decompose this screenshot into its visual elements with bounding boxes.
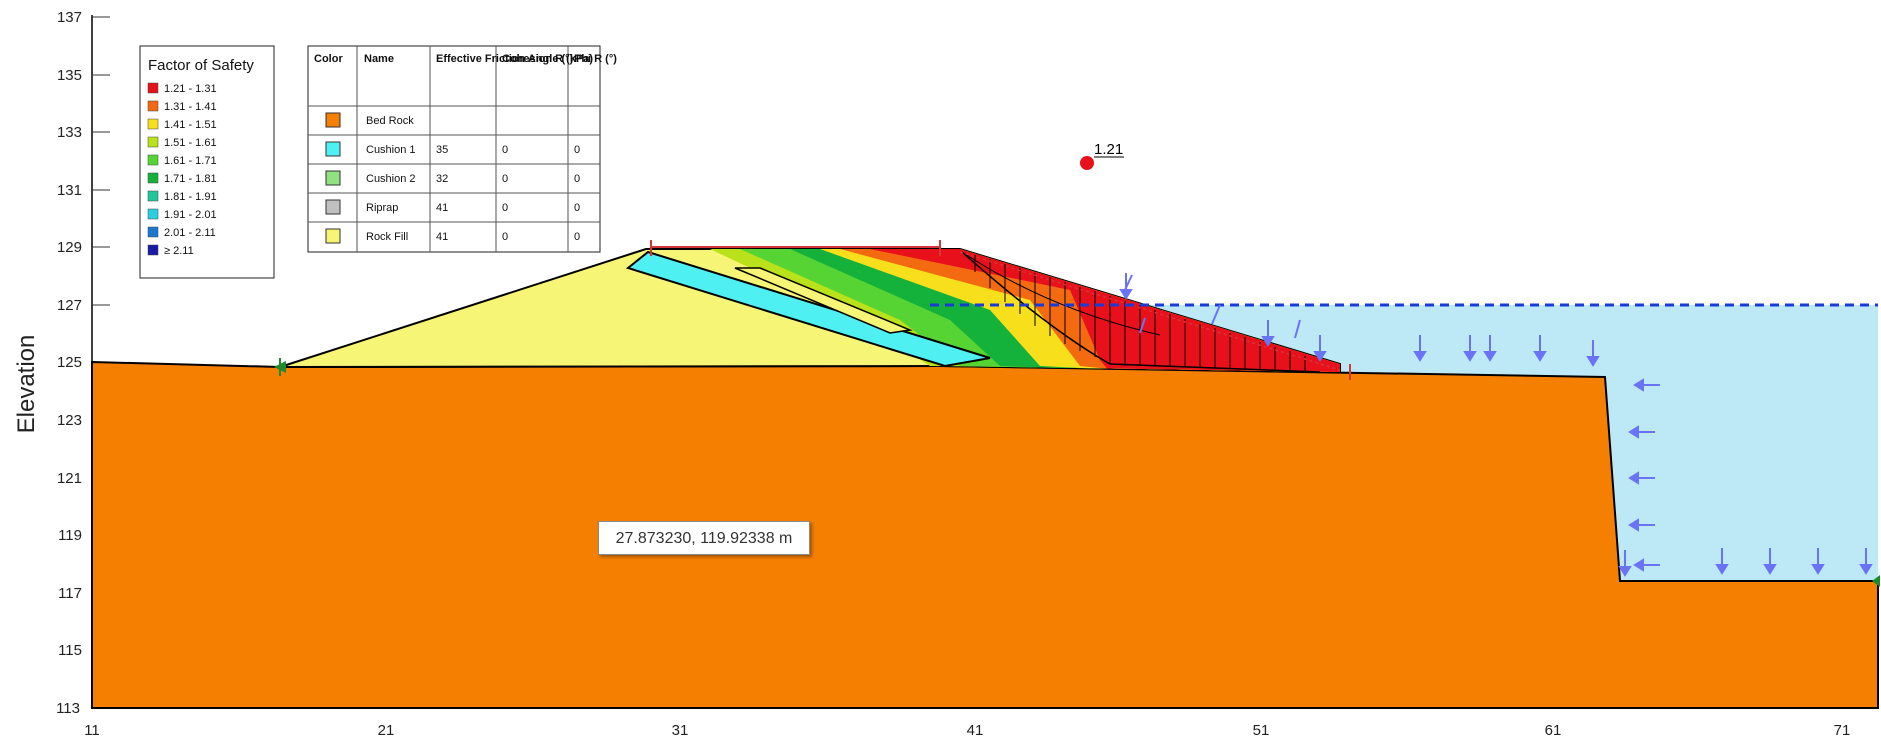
y-axis-label: Elevation xyxy=(13,335,40,434)
legend-item: 1.91 - 2.01 xyxy=(147,208,217,221)
svg-text:1.41 - 1.51: 1.41 - 1.51 xyxy=(164,119,217,131)
svg-text:1.21 - 1.31: 1.21 - 1.31 xyxy=(164,83,217,95)
entry-exit-range[interactable] xyxy=(650,240,1351,380)
svg-text:1.31 - 1.41: 1.31 - 1.41 xyxy=(164,101,217,113)
table-row: Riprap 41 0 0 xyxy=(325,199,580,215)
x-tick-label: 41 xyxy=(967,722,984,739)
svg-text:Bed Rock: Bed Rock xyxy=(366,115,414,127)
y-tick-label: 129 xyxy=(57,239,82,256)
svg-text:41: 41 xyxy=(436,202,448,214)
y-tick-label: 119 xyxy=(58,527,82,544)
boundary-markers xyxy=(274,358,1880,587)
y-tick-label: 125 xyxy=(57,354,82,371)
svg-text:Riprap: Riprap xyxy=(366,202,398,214)
x-tick-label: 11 xyxy=(84,722,100,739)
y-tick-label: 131 xyxy=(57,182,82,199)
svg-text:Cushion 2: Cushion 2 xyxy=(366,173,416,185)
legend-item: 1.31 - 1.41 xyxy=(147,100,217,113)
legend-item: 1.41 - 1.51 xyxy=(147,118,217,131)
fos-legend: Factor of Safety 1.21 - 1.31 1.31 - 1.41… xyxy=(139,45,275,279)
x-tick-label: 61 xyxy=(1545,722,1562,739)
y-tick-label: 123 xyxy=(57,412,82,429)
critical-slip-surface xyxy=(961,251,1321,373)
legend-item: 1.51 - 1.61 xyxy=(147,136,217,149)
y-tick-label: 117 xyxy=(58,585,82,602)
svg-text:0: 0 xyxy=(502,202,508,214)
header-name: Name xyxy=(364,53,394,65)
table-row: Cushion 1 35 0 0 xyxy=(325,141,580,157)
table-row: Bed Rock xyxy=(325,112,414,128)
header-friction: Effective Friction Angle (°) xyxy=(436,53,574,65)
header-cohesion: Cohesion R (kPa) xyxy=(502,53,593,65)
cursor-coordinate-tooltip: 27.873230, 119.92338 m xyxy=(598,521,810,555)
svg-text:0: 0 xyxy=(502,173,508,185)
svg-text:Cushion 1: Cushion 1 xyxy=(366,144,416,156)
cushion-inner-layer[interactable] xyxy=(734,267,913,334)
svg-text:1.61 - 1.71: 1.61 - 1.71 xyxy=(164,155,217,167)
legend-item: 2.01 - 2.11 xyxy=(147,226,216,239)
legend-title: Factor of Safety xyxy=(148,57,254,74)
svg-text:1.71 - 1.81: 1.71 - 1.81 xyxy=(164,173,217,185)
svg-text:1.81 - 1.91: 1.81 - 1.91 xyxy=(164,191,217,203)
legend-item: 1.21 - 1.31 xyxy=(147,82,217,95)
water-load-arrows xyxy=(1119,273,1873,577)
y-tick-label: 127 xyxy=(57,297,82,314)
svg-text:1.51 - 1.61: 1.51 - 1.61 xyxy=(164,137,217,149)
svg-text:32: 32 xyxy=(436,173,448,185)
legend-item: 1.81 - 1.91 xyxy=(147,190,217,203)
y-tick-label: 113 xyxy=(56,700,80,717)
header-phi: Phi R (°) xyxy=(574,53,617,65)
y-tick-label: 133 xyxy=(57,124,82,141)
critical-fos-label: 1.21 xyxy=(1094,141,1123,158)
fos-contours xyxy=(710,249,1340,372)
y-tick-label: 135 xyxy=(57,67,82,84)
legend-item: 1.71 - 1.81 xyxy=(147,172,217,185)
x-tick-label: 51 xyxy=(1253,722,1270,739)
svg-text:0: 0 xyxy=(574,202,580,214)
table-row: Cushion 2 32 0 0 xyxy=(325,170,580,186)
svg-text:Rock Fill: Rock Fill xyxy=(366,231,408,243)
x-tick-label: 21 xyxy=(378,722,395,739)
legend-item: ≥ 2.11 xyxy=(147,244,194,257)
cushion-1-layer[interactable] xyxy=(625,250,991,368)
y-tick-label: 137 xyxy=(57,9,82,26)
svg-text:0: 0 xyxy=(574,144,580,156)
svg-text:0: 0 xyxy=(502,231,508,243)
svg-text:≥ 2.11: ≥ 2.11 xyxy=(164,245,194,257)
svg-text:1.91 - 2.01: 1.91 - 2.01 xyxy=(164,209,217,221)
svg-text:35: 35 xyxy=(436,144,448,156)
svg-text:41: 41 xyxy=(436,231,448,243)
critical-slip-center[interactable] xyxy=(1080,156,1094,170)
svg-text:0: 0 xyxy=(574,231,580,243)
x-tick-label: 71 xyxy=(1834,722,1851,739)
svg-text:0: 0 xyxy=(574,173,580,185)
material-table: Color Name Effective Friction Angle (°) … xyxy=(307,45,617,253)
header-color: Color xyxy=(314,53,343,65)
x-tick-labels: 11 21 31 41 51 61 71 xyxy=(84,722,1850,739)
svg-text:2.01 - 2.11: 2.01 - 2.11 xyxy=(164,227,216,239)
y-tick-labels: 137 135 133 131 129 127 125 123 121 119 … xyxy=(56,9,82,717)
y-tick-label: 115 xyxy=(58,642,82,659)
table-row: Rock Fill 41 0 0 xyxy=(325,228,580,244)
water-body xyxy=(930,300,1878,581)
legend-item: 1.61 - 1.71 xyxy=(147,154,217,167)
x-tick-label: 31 xyxy=(672,722,689,739)
y-tick-label: 121 xyxy=(57,470,82,487)
svg-text:0: 0 xyxy=(502,144,508,156)
